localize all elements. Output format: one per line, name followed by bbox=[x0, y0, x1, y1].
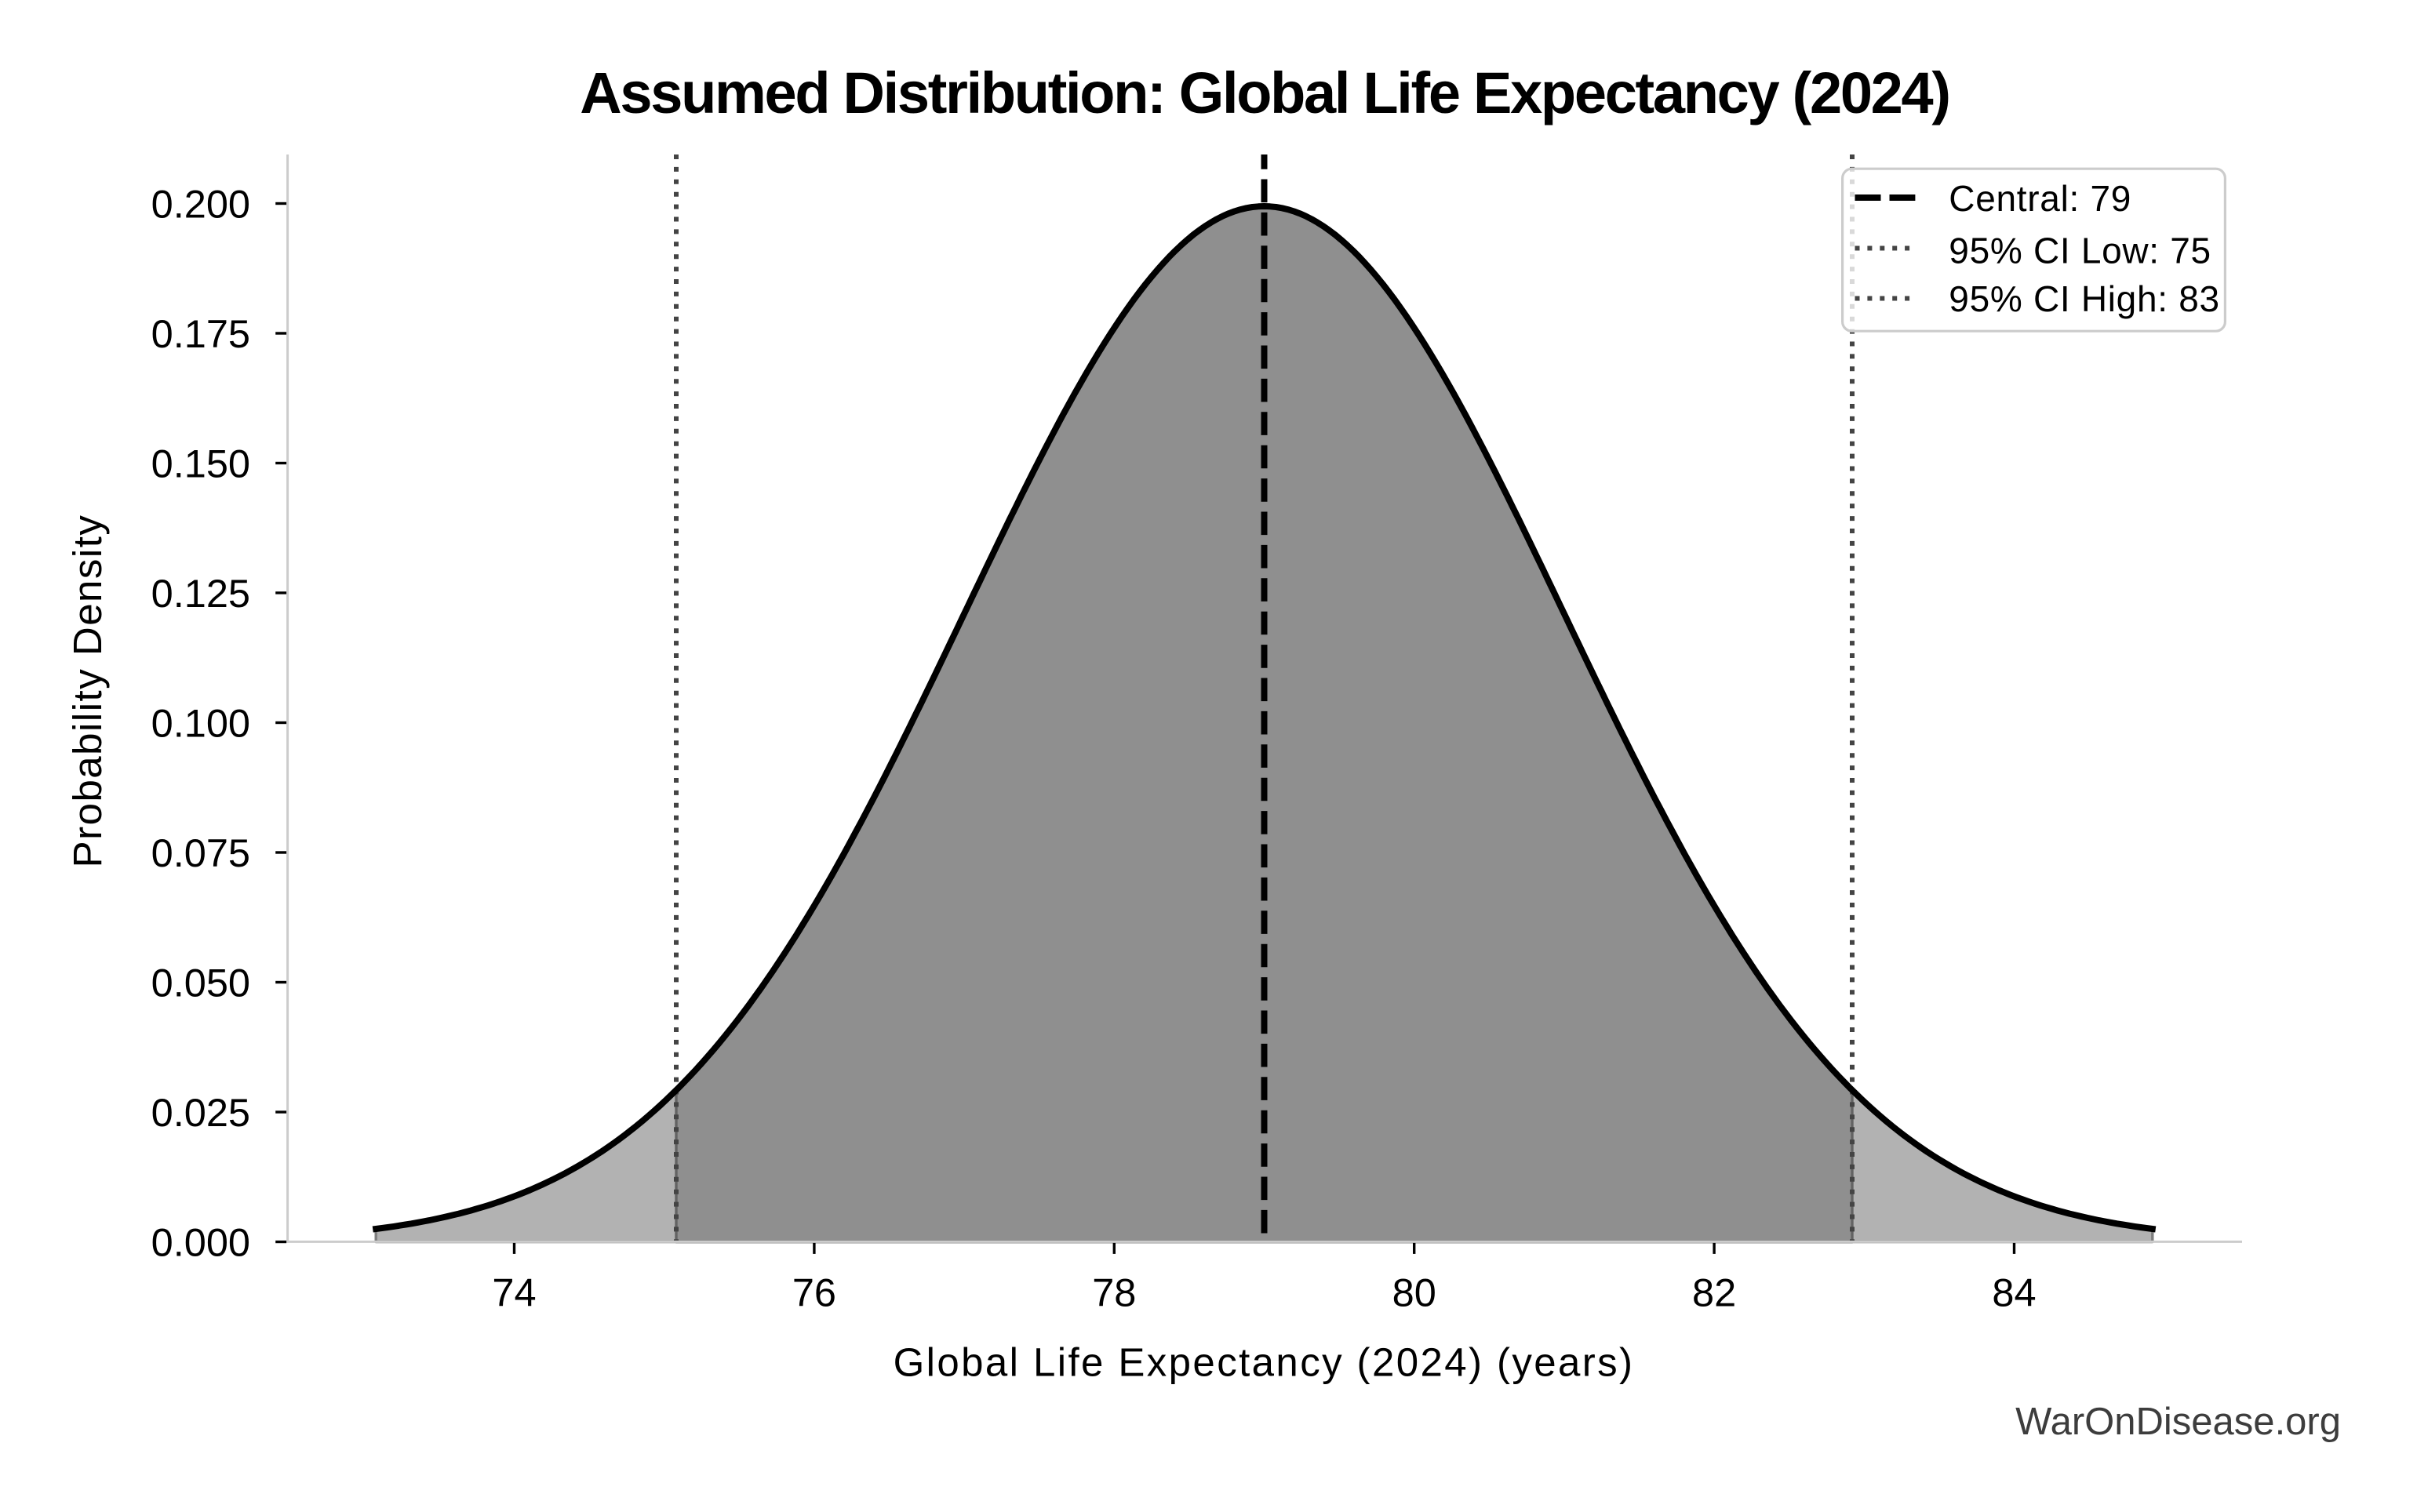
svg-text:0.150: 0.150 bbox=[151, 442, 250, 486]
svg-text:0.050: 0.050 bbox=[151, 961, 250, 1005]
svg-text:78: 78 bbox=[1092, 1270, 1136, 1315]
svg-text:74: 74 bbox=[492, 1270, 536, 1315]
svg-text:95% CI High: 83: 95% CI High: 83 bbox=[1949, 278, 2219, 319]
svg-text:Assumed Distribution: Global L: Assumed Distribution: Global Life Expect… bbox=[580, 60, 1949, 125]
svg-text:Central: 79: Central: 79 bbox=[1949, 178, 2131, 219]
svg-text:76: 76 bbox=[792, 1270, 836, 1315]
svg-text:0.125: 0.125 bbox=[151, 571, 250, 616]
svg-text:0.000: 0.000 bbox=[151, 1220, 250, 1265]
svg-text:82: 82 bbox=[1692, 1270, 1736, 1315]
svg-text:0.025: 0.025 bbox=[151, 1090, 250, 1135]
svg-text:95% CI Low: 75: 95% CI Low: 75 bbox=[1949, 230, 2211, 271]
svg-text:0.175: 0.175 bbox=[151, 311, 250, 356]
svg-text:0.075: 0.075 bbox=[151, 831, 250, 875]
svg-text:Probability Density: Probability Density bbox=[65, 514, 110, 868]
svg-text:0.200: 0.200 bbox=[151, 182, 250, 227]
svg-text:80: 80 bbox=[1392, 1270, 1436, 1315]
svg-text:0.100: 0.100 bbox=[151, 701, 250, 746]
svg-text:Global Life Expectancy (2024): Global Life Expectancy (2024) (years) bbox=[894, 1339, 1635, 1384]
svg-text:84: 84 bbox=[1992, 1270, 2036, 1315]
svg-text:WarOnDisease.org: WarOnDisease.org bbox=[2015, 1401, 2341, 1443]
